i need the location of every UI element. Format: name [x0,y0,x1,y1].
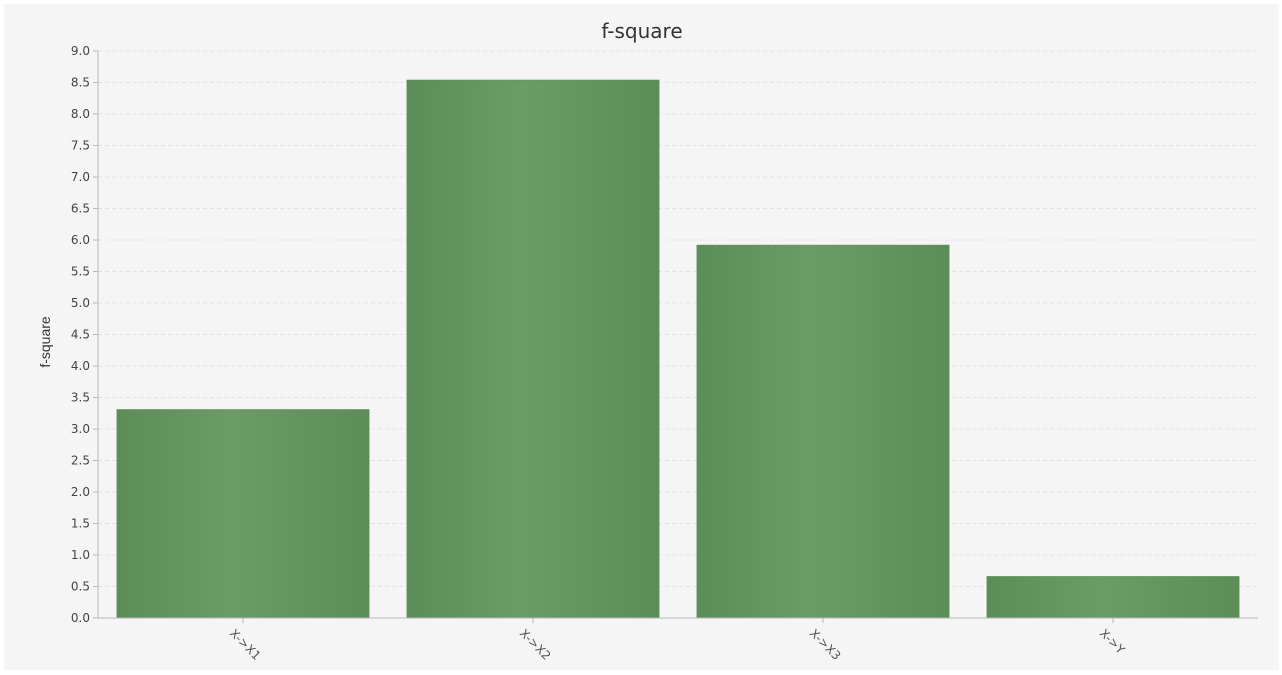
x-tick-label: X->X3 [807,626,844,663]
bar [696,244,950,619]
chart-title: f-square [601,19,682,43]
x-tick-label: X->Y [1097,626,1128,657]
y-tick-label: 5.5 [71,265,90,279]
y-tick-label: 6.5 [71,202,90,216]
y-tick-label: 3.0 [71,422,90,436]
bars [116,79,1240,619]
bar-chart: f-square 0.0 0.5 1.0 1.5 2.0 2.5 3.0 3.5 4.0 4.5 5… [37,19,1258,663]
x-tick-label: X->X1 [227,626,264,663]
y-tick-label: 5.0 [71,296,90,310]
chart-panel: f-square 0.0 0.5 1.0 1.5 2.0 2.5 3.0 3.5 4.0 4.5 5… [4,4,1279,670]
y-tick-label: 6.0 [71,233,90,247]
bar [406,79,660,619]
y-tick-label: 9.0 [71,44,90,58]
y-tick-label: 0.0 [71,611,90,625]
y-tick-label: 2.5 [71,454,90,468]
y-tick-label: 8.0 [71,107,90,121]
gridlines [98,50,1258,587]
y-tick-label: 1.5 [71,517,90,531]
x-tick-label: X->X2 [517,626,554,663]
y-tick-label: 3.5 [71,391,90,405]
y-tick-label: 4.0 [71,359,90,373]
bar [116,409,370,619]
y-tick-label: 8.5 [71,76,90,90]
y-tick-label: 1.0 [71,548,90,562]
y-tick-label: 4.5 [71,328,90,342]
y-tick-label: 7.0 [71,170,90,184]
y-axis-label: f-square [37,316,53,368]
y-tick-label: 2.0 [71,485,90,499]
y-tick-label: 7.5 [71,139,90,153]
bar [986,576,1240,619]
y-tick-label: 0.5 [71,580,90,594]
